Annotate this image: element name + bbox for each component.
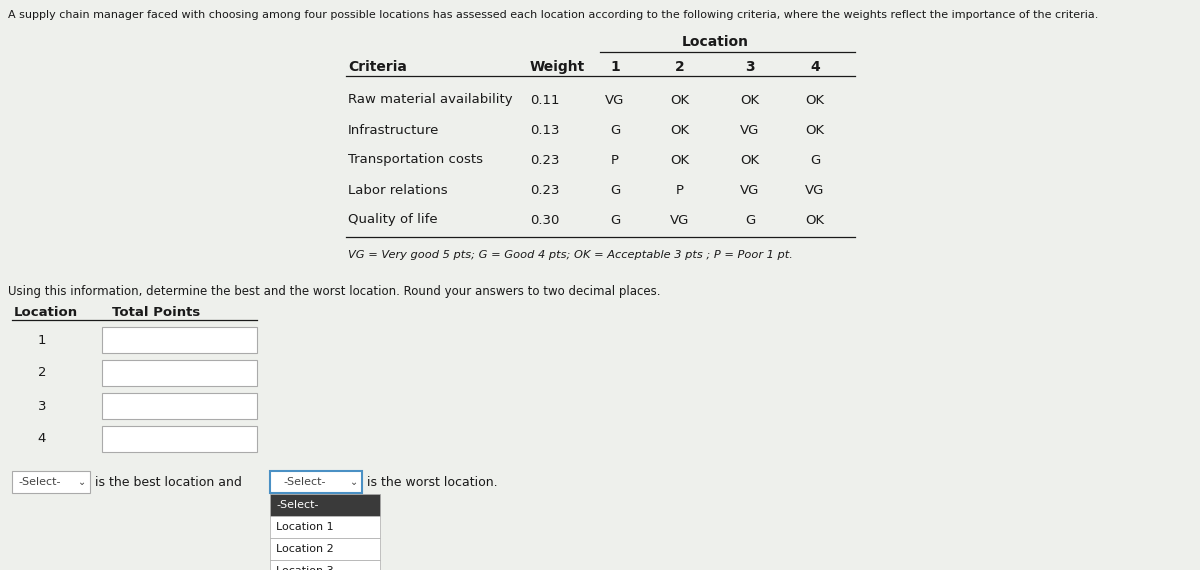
- Bar: [270, 560, 380, 570]
- Text: -Select-: -Select-: [19, 477, 61, 487]
- Text: G: G: [745, 214, 755, 226]
- Bar: [102, 360, 257, 386]
- Text: G: G: [610, 184, 620, 197]
- Text: Total Points: Total Points: [112, 306, 200, 319]
- Text: 2: 2: [676, 60, 685, 74]
- Bar: [102, 327, 257, 353]
- Text: ⌄: ⌄: [350, 477, 358, 487]
- Text: Raw material availability: Raw material availability: [348, 93, 512, 107]
- Text: 0.30: 0.30: [530, 214, 559, 226]
- Text: VG: VG: [605, 93, 625, 107]
- Bar: [102, 393, 257, 419]
- Text: OK: OK: [671, 124, 690, 136]
- Text: G: G: [810, 153, 820, 166]
- Text: Location: Location: [14, 306, 78, 319]
- Bar: [270, 538, 380, 560]
- Text: Location 1: Location 1: [276, 522, 334, 532]
- Text: OK: OK: [805, 93, 824, 107]
- Text: OK: OK: [805, 124, 824, 136]
- Text: P: P: [676, 184, 684, 197]
- Text: 0.13: 0.13: [530, 124, 559, 136]
- Text: OK: OK: [671, 93, 690, 107]
- Text: 3: 3: [745, 60, 755, 74]
- Text: -Select-: -Select-: [276, 500, 318, 510]
- Text: OK: OK: [740, 93, 760, 107]
- Text: Weight: Weight: [530, 60, 586, 74]
- Text: Location 3: Location 3: [276, 566, 334, 570]
- Text: VG: VG: [740, 184, 760, 197]
- Text: Transportation costs: Transportation costs: [348, 153, 482, 166]
- Text: VG: VG: [740, 124, 760, 136]
- Bar: [102, 426, 257, 452]
- Text: 3: 3: [37, 400, 47, 413]
- Text: G: G: [610, 124, 620, 136]
- Text: Quality of life: Quality of life: [348, 214, 438, 226]
- Bar: [270, 516, 380, 538]
- Text: Using this information, determine the best and the worst location. Round your an: Using this information, determine the be…: [8, 285, 660, 298]
- Text: VG: VG: [671, 214, 690, 226]
- Text: is the worst location.: is the worst location.: [367, 475, 498, 488]
- Text: 4: 4: [38, 433, 46, 446]
- Text: VG = Very good 5 pts; G = Good 4 pts; OK = Acceptable 3 pts ; P = Poor 1 pt.: VG = Very good 5 pts; G = Good 4 pts; OK…: [348, 250, 793, 260]
- Text: A supply chain manager faced with choosing among four possible locations has ass: A supply chain manager faced with choosi…: [8, 10, 1098, 20]
- Text: OK: OK: [671, 153, 690, 166]
- Text: Criteria: Criteria: [348, 60, 407, 74]
- Bar: [270, 471, 362, 493]
- Text: is the best location and: is the best location and: [95, 475, 242, 488]
- Text: Location 2: Location 2: [276, 544, 334, 554]
- Text: -Select-: -Select-: [283, 477, 326, 487]
- Text: Infrastructure: Infrastructure: [348, 124, 439, 136]
- Text: 0.23: 0.23: [530, 184, 559, 197]
- Bar: [12, 471, 90, 493]
- Text: Labor relations: Labor relations: [348, 184, 448, 197]
- Text: OK: OK: [740, 153, 760, 166]
- Text: 0.11: 0.11: [530, 93, 559, 107]
- Text: VG: VG: [805, 184, 824, 197]
- Text: 0.23: 0.23: [530, 153, 559, 166]
- Text: G: G: [610, 214, 620, 226]
- Text: ⌄: ⌄: [78, 477, 86, 487]
- Text: 2: 2: [37, 367, 47, 380]
- Text: 1: 1: [37, 333, 47, 347]
- Text: 4: 4: [810, 60, 820, 74]
- Text: OK: OK: [805, 214, 824, 226]
- Text: P: P: [611, 153, 619, 166]
- Bar: [270, 494, 380, 516]
- Text: Location: Location: [682, 35, 749, 49]
- Text: 1: 1: [610, 60, 620, 74]
